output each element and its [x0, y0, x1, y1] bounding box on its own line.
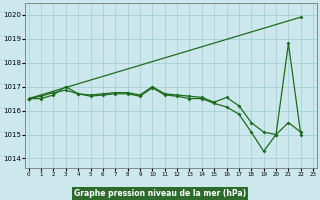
Text: Graphe pression niveau de la mer (hPa): Graphe pression niveau de la mer (hPa): [74, 189, 246, 198]
